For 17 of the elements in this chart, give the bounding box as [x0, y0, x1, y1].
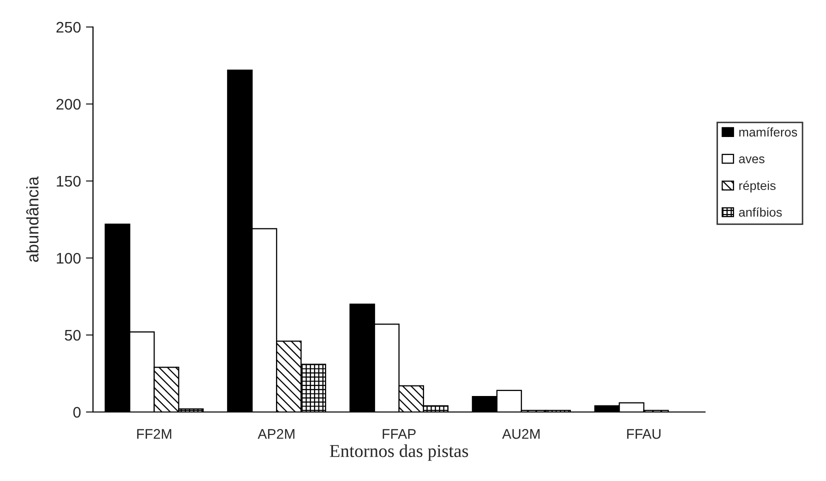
x-tick-label: FF2M — [137, 429, 172, 439]
y-tick-label: 0 — [73, 406, 81, 418]
y-tick-label: 100 — [56, 252, 81, 264]
x-tick-label: FFAU — [627, 429, 660, 439]
legend-label: mamíferos — [739, 127, 798, 137]
legend-label: répteis — [739, 180, 776, 193]
x-tick-label: FFAP — [382, 429, 416, 439]
y-tick-label: 200 — [56, 98, 81, 110]
y-tick-label: 250 — [56, 22, 81, 33]
y-axis-title: abundância — [26, 176, 39, 262]
legend-label: anfíbios — [739, 207, 782, 217]
x-axis-title: Entornos das pistas — [330, 444, 468, 461]
x-tick-label: AP2M — [258, 429, 294, 439]
y-tick-label: 50 — [64, 330, 81, 341]
x-tick-label: AU2M — [502, 429, 540, 439]
legend-label: aves — [739, 156, 764, 164]
y-tick-label: 150 — [56, 176, 81, 187]
